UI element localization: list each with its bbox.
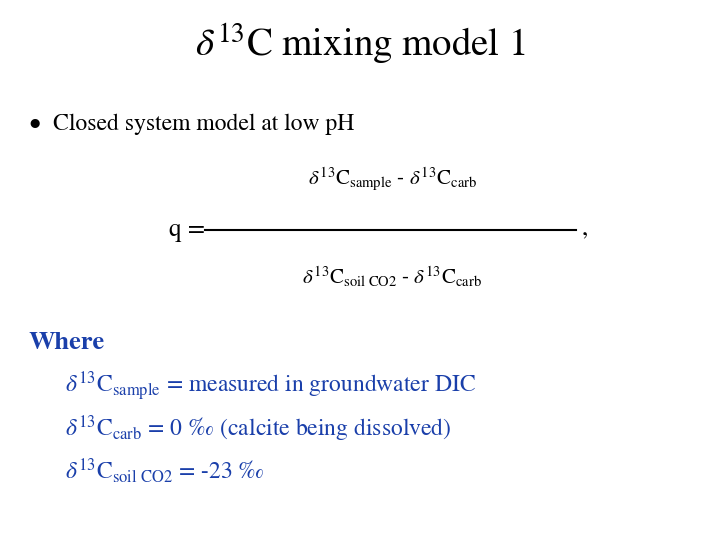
Text: q =: q =	[169, 218, 212, 241]
Text: $\delta^{13}$C$_{\mathrm{sample}}$ = measured in groundwater DIC: $\delta^{13}$C$_{\mathrm{sample}}$ = mea…	[65, 370, 476, 403]
Text: Where: Where	[29, 332, 105, 354]
Text: $\delta^{13}$C$_{\mathrm{sample}}$ - $\delta^{13}$C$_{\mathrm{carb}}$: $\delta^{13}$C$_{\mathrm{sample}}$ - $\d…	[307, 165, 477, 192]
Text: ,: ,	[582, 218, 588, 241]
Text: •  Closed system model at low pH: • Closed system model at low pH	[29, 113, 354, 135]
Text: $\delta^{13}$C$_{\mathrm{soil\ CO2}}$ = -23 ‰: $\delta^{13}$C$_{\mathrm{soil\ CO2}}$ = …	[65, 456, 264, 485]
Text: $\delta^{13}$C$_{\mathrm{soil\ CO2}}$ - $\delta^{13}$C$_{\mathrm{carb}}$: $\delta^{13}$C$_{\mathrm{soil\ CO2}}$ - …	[302, 265, 482, 289]
Text: $\delta^{13}$C$_{\mathrm{carb}}$ = 0 ‰ (calcite being dissolved): $\delta^{13}$C$_{\mathrm{carb}}$ = 0 ‰ (…	[65, 413, 451, 444]
Text: $\delta^{13}$C mixing model 1: $\delta^{13}$C mixing model 1	[194, 22, 526, 67]
